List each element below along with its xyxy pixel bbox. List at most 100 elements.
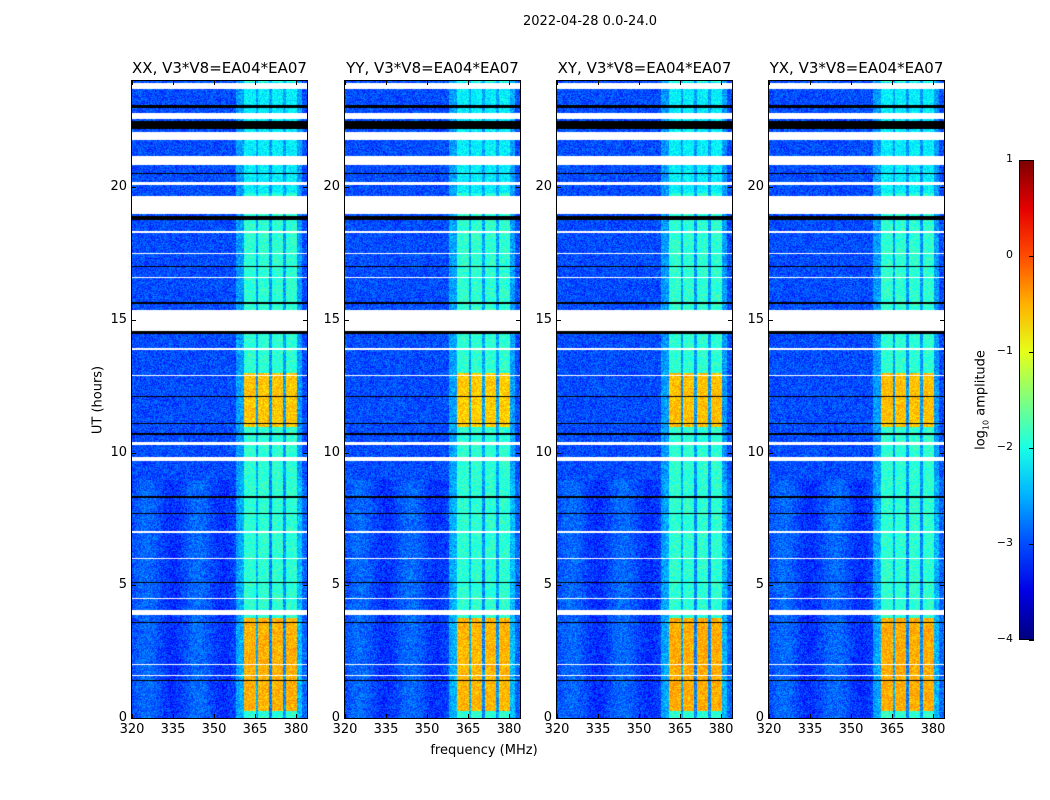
x-tick: [769, 714, 770, 719]
x-tick-label: 380: [283, 722, 309, 737]
x-tick: [680, 714, 682, 719]
panel-title: XX, V3*V8=EA04*EA07: [132, 59, 307, 77]
y-tick: [303, 187, 308, 189]
x-tick: [214, 80, 216, 85]
x-tick-label: 320: [756, 722, 782, 737]
x-tick-label: 335: [373, 722, 399, 737]
colorbar-label-sub: 10: [981, 419, 991, 431]
y-tick-label: 20: [110, 179, 127, 195]
y-tick-label: 10: [110, 444, 127, 460]
y-tick: [303, 585, 308, 587]
colorbar-tick: [1029, 256, 1034, 257]
colorbar-tick-label: −1: [996, 344, 1013, 357]
x-tick-label: 320: [544, 722, 570, 737]
y-tick-label: 20: [747, 179, 764, 195]
y-tick-label: 10: [535, 444, 552, 460]
colorbar-tick-label: −2: [996, 440, 1013, 453]
colorbar-tick: [1029, 544, 1034, 545]
x-tick: [680, 80, 682, 85]
x-tick: [173, 714, 175, 719]
y-tick: [303, 452, 308, 454]
x-tick: [639, 80, 641, 85]
y-tick-label: 5: [543, 577, 552, 593]
y-tick-label: 0: [543, 710, 552, 725]
x-tick: [132, 80, 133, 85]
colorbar-tick: [1029, 448, 1034, 449]
y-tick: [131, 718, 136, 719]
x-tick: [721, 714, 723, 719]
x-tick: [386, 714, 388, 719]
x-tick: [214, 714, 216, 719]
colorbar-tick: [1029, 160, 1034, 161]
y-tick: [516, 319, 521, 321]
y-tick: [344, 585, 349, 587]
x-tick-label: 365: [667, 722, 693, 737]
x-axis-label: frequency (MHz): [430, 743, 538, 758]
y-tick: [940, 585, 945, 587]
y-tick: [556, 187, 561, 189]
spectrogram-panel: [768, 80, 945, 719]
y-tick-label: 0: [755, 710, 764, 725]
x-tick: [173, 80, 175, 85]
y-tick: [940, 718, 945, 719]
y-tick: [131, 452, 136, 454]
x-tick: [345, 80, 346, 85]
y-tick: [768, 452, 773, 454]
y-tick: [344, 718, 349, 719]
y-tick: [768, 187, 773, 189]
y-tick: [516, 187, 521, 189]
colorbar-tick: [1029, 352, 1034, 353]
y-tick: [344, 452, 349, 454]
x-tick-label: 365: [242, 722, 268, 737]
y-tick: [516, 718, 521, 719]
y-tick: [768, 585, 773, 587]
y-tick-label: 5: [755, 577, 764, 593]
x-tick: [132, 714, 133, 719]
y-tick: [940, 187, 945, 189]
x-tick-label: 365: [879, 722, 905, 737]
y-tick-label: 10: [323, 444, 340, 460]
colorbar-label-log: log: [973, 430, 989, 450]
y-tick-label: 15: [535, 311, 552, 327]
panel-title: XY, V3*V8=EA04*EA07: [557, 59, 732, 77]
y-tick: [303, 718, 308, 719]
x-tick-label: 350: [201, 722, 227, 737]
y-tick: [344, 319, 349, 321]
x-tick: [892, 714, 894, 719]
y-tick-label: 0: [331, 710, 340, 725]
colorbar-tick-label: −3: [996, 536, 1013, 549]
x-tick: [296, 80, 298, 85]
x-tick-label: 350: [626, 722, 652, 737]
x-tick: [598, 80, 600, 85]
x-tick: [721, 80, 723, 85]
y-tick-label: 15: [110, 311, 127, 327]
y-tick: [131, 187, 136, 189]
y-tick: [728, 452, 733, 454]
x-tick: [810, 80, 812, 85]
y-tick: [303, 319, 308, 321]
figure-title: 2022-04-28 0.0-24.0: [523, 14, 657, 29]
y-tick: [728, 718, 733, 719]
y-tick: [728, 585, 733, 587]
panel-title: YY, V3*V8=EA04*EA07: [346, 59, 519, 77]
x-tick: [296, 714, 298, 719]
x-tick-label: 365: [455, 722, 481, 737]
y-tick: [131, 585, 136, 587]
x-tick: [255, 714, 257, 719]
x-tick: [509, 714, 511, 719]
y-tick: [768, 718, 773, 719]
x-tick: [345, 714, 346, 719]
spectrogram-panel: [556, 80, 733, 719]
colorbar-tick-label: 0: [1006, 248, 1013, 261]
panel-title: YX, V3*V8=EA04*EA07: [769, 59, 944, 77]
y-tick-label: 20: [323, 179, 340, 195]
y-tick: [516, 452, 521, 454]
colorbar-tick-label: 1: [1006, 152, 1013, 165]
x-tick: [427, 714, 429, 719]
x-tick: [557, 80, 558, 85]
y-tick: [940, 452, 945, 454]
x-tick: [933, 714, 935, 719]
x-tick: [639, 714, 641, 719]
x-tick-label: 335: [797, 722, 823, 737]
spectrogram-image: [557, 81, 732, 718]
